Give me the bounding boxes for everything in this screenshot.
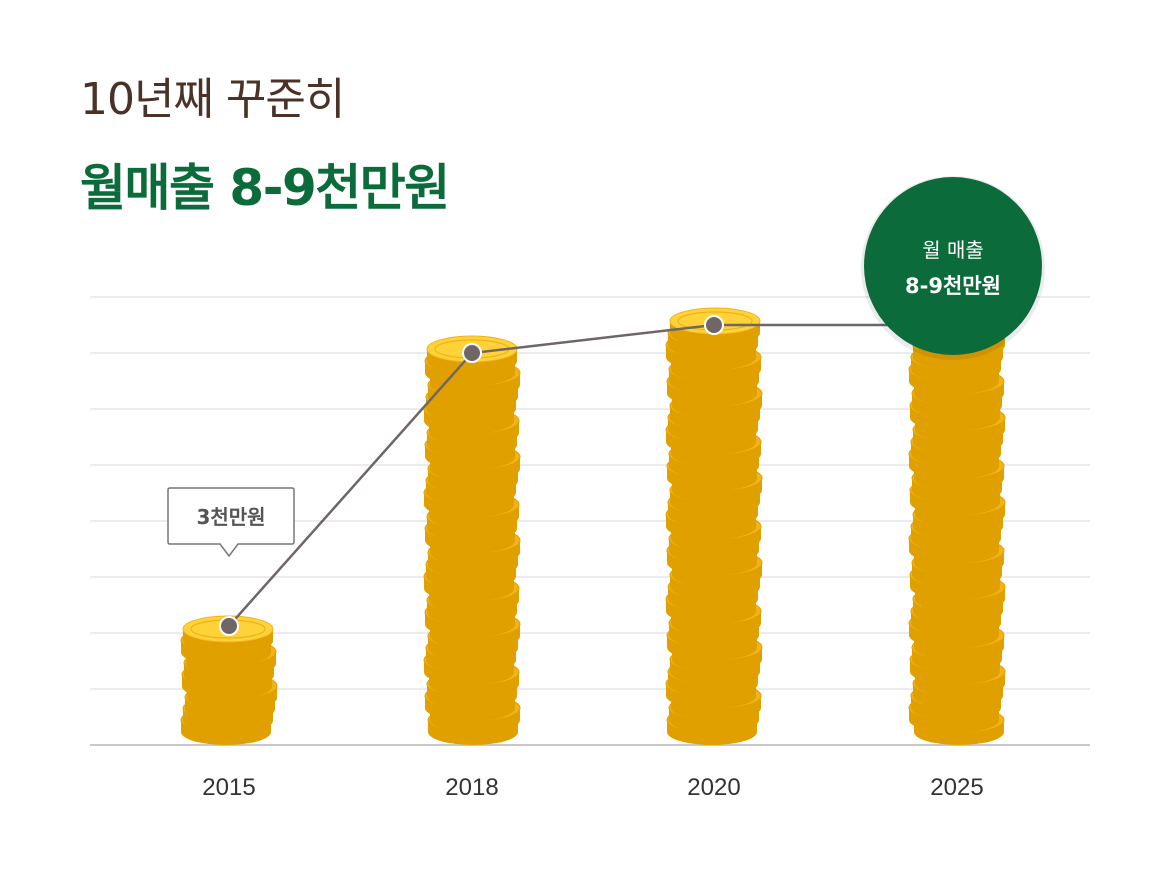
bar-coin-stack-2020 [665, 307, 763, 745]
callout-2015: 3천만원 [167, 487, 295, 558]
badge-label-value: 8-9천만원 [905, 274, 1001, 298]
data-point-2020 [704, 315, 724, 335]
bar-coin-stack-2025 [908, 307, 1006, 745]
revenue-badge: 월 매출 8-9천만원 [861, 176, 1045, 360]
callout-bubble [167, 487, 295, 558]
x-axis-ticks: 2015 2018 2020 2025 [202, 774, 983, 801]
headline-sub: 10년째 꾸준히 [80, 74, 345, 125]
data-point-2015 [219, 616, 239, 636]
bar-coin-stack-2018 [423, 335, 521, 745]
data-point-2018 [462, 343, 482, 363]
bar-coin-stack-2015 [180, 615, 278, 745]
x-tick-label: 2020 [687, 774, 740, 801]
x-tick-label: 2018 [445, 774, 498, 801]
coin-stacks [180, 307, 1006, 745]
callout-label: 3천만원 [196, 505, 265, 529]
x-tick-label: 2025 [930, 774, 983, 801]
headline-main: 월매출 8-9천만원 [80, 159, 450, 217]
trend-line [228, 323, 957, 627]
trend-line-layer [219, 315, 957, 636]
x-tick-label: 2015 [202, 774, 255, 801]
badge-label-top: 월 매출 [922, 238, 984, 262]
badge-circle [864, 177, 1042, 355]
